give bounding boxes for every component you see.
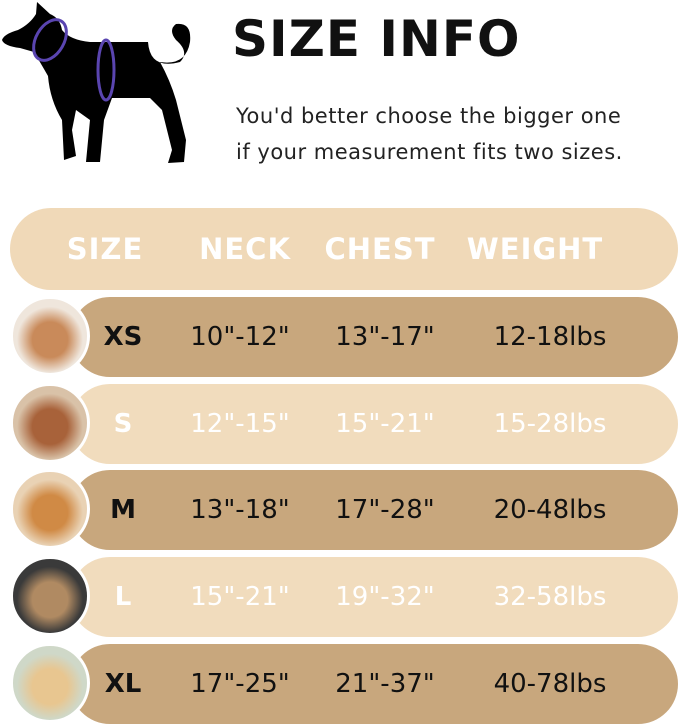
dog-silhouette-icon [2,2,191,163]
dog-measurement-illustration [2,2,191,163]
weight-cell: 12-18lbs [493,322,607,352]
size-cell: XL [104,669,142,699]
dog-photo-poodle [10,383,90,463]
size-cell: M [110,495,136,525]
size-cell: L [114,582,132,612]
table-row: L 15"-21" 19"-32" 32-58lbs [70,557,678,637]
table-header: SIZE NECK CHEST WEIGHT [10,208,678,290]
weight-cell: 32-58lbs [493,582,607,612]
header-chest: CHEST [324,232,436,266]
dog-photo-french-bulldog [10,556,90,636]
size-cell: S [113,409,133,439]
page-title: SIZE INFO [232,10,521,68]
header-weight: WEIGHT [466,232,604,266]
subtitle-line-2: if your measurement fits two sizes. [236,140,623,164]
weight-cell: 15-28lbs [493,409,607,439]
weight-cell: 20-48lbs [493,495,607,525]
neck-measure-ring-icon [32,18,68,62]
table-row: XL 17"-25" 21"-37" 40-78lbs [70,644,678,724]
table-row: S 12"-15" 15"-21" 15-28lbs [70,384,678,464]
neck-cell: 10"-12" [190,322,290,352]
subtitle-line-1: You'd better choose the bigger one [236,104,622,128]
dog-photo-shiba-inu [10,469,90,549]
header-size: SIZE [66,232,144,266]
header-neck: NECK [199,232,291,266]
chest-cell: 17"-28" [335,495,435,525]
chest-measure-ring-icon [96,38,116,102]
dog-photo-pomeranian [10,296,90,376]
chest-cell: 21"-37" [335,669,435,699]
chest-cell: 19"-32" [335,582,435,612]
size-cell: XS [103,322,143,352]
neck-cell: 17"-25" [190,669,290,699]
neck-cell: 13"-18" [190,495,290,525]
chest-cell: 15"-21" [335,409,435,439]
chest-cell: 13"-17" [335,322,435,352]
table-row: XS 10"-12" 13"-17" 12-18lbs [70,297,678,377]
table-row: M 13"-18" 17"-28" 20-48lbs [70,470,678,550]
subtitle: You'd better choose the bigger one if yo… [236,98,623,170]
neck-cell: 12"-15" [190,409,290,439]
weight-cell: 40-78lbs [493,669,607,699]
dog-photo-golden-retriever [10,643,90,723]
neck-cell: 15"-21" [190,582,290,612]
